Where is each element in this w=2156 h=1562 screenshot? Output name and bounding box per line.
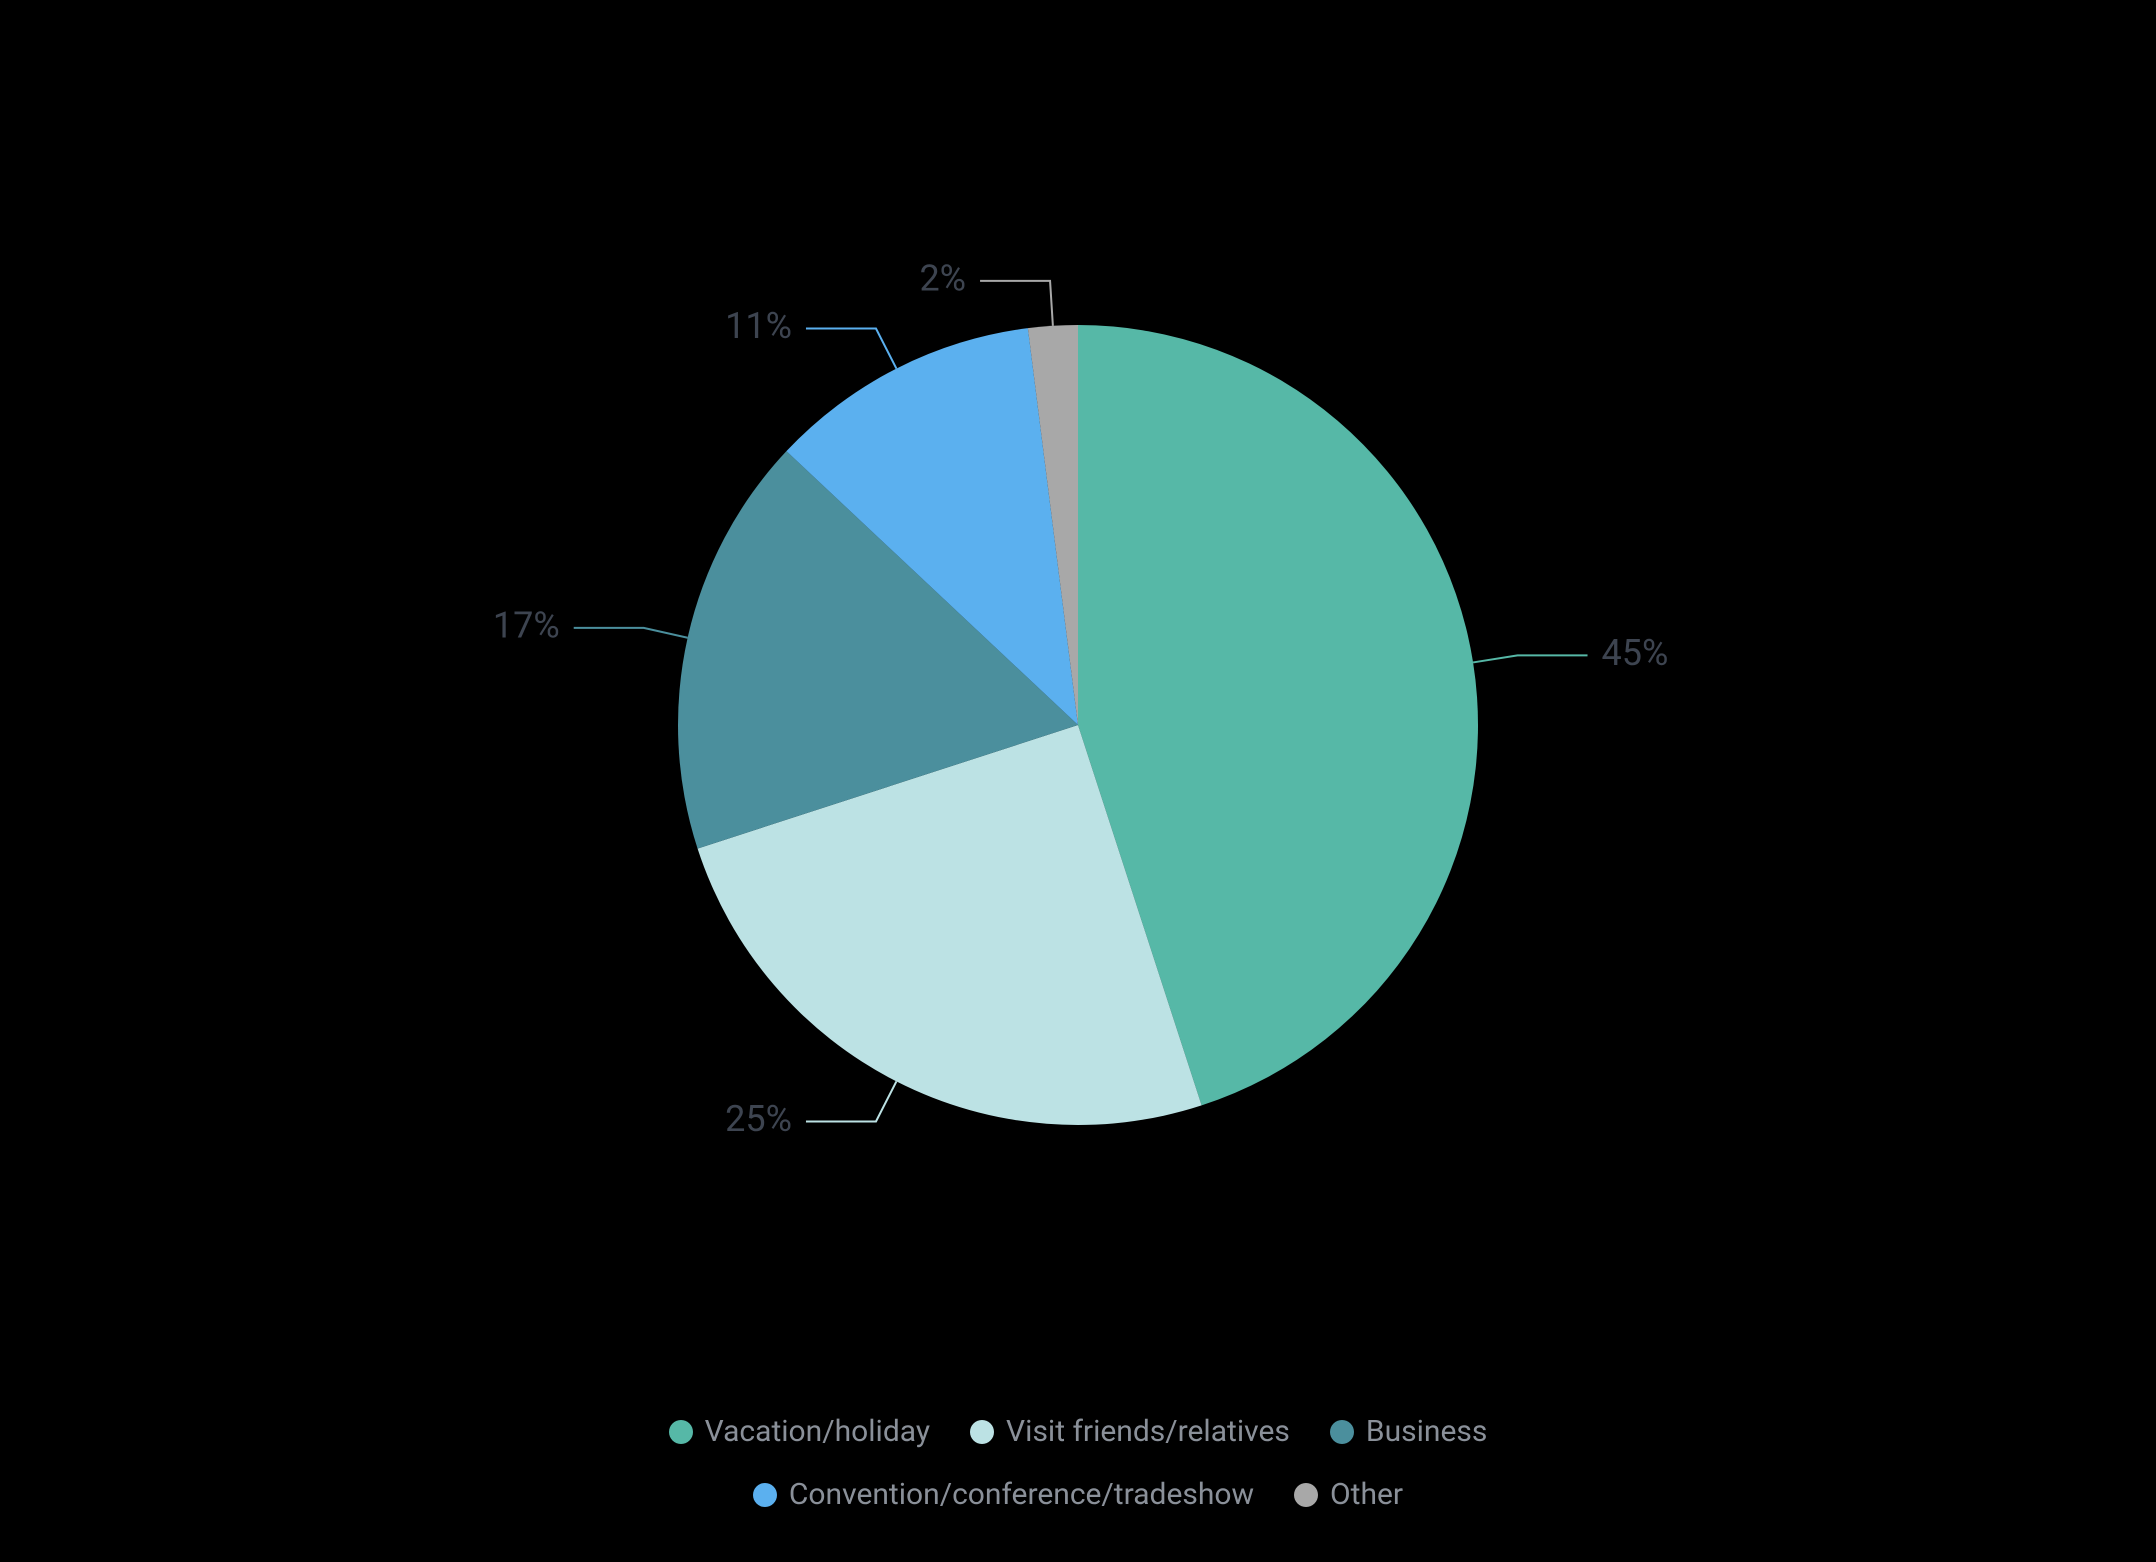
legend-label: Convention/conference/tradeshow <box>789 1477 1254 1512</box>
leader-line <box>806 1081 896 1121</box>
legend-swatch <box>753 1483 777 1507</box>
legend-swatch <box>1294 1483 1318 1507</box>
legend-item: Other <box>1294 1477 1403 1512</box>
slice-percent-label: 11% <box>725 305 792 347</box>
legend-label: Other <box>1330 1477 1403 1512</box>
leader-line <box>1473 655 1587 662</box>
legend-label: Visit friends/relatives <box>1006 1414 1290 1449</box>
leader-line <box>574 628 688 638</box>
legend-swatch <box>669 1420 693 1444</box>
pie-chart-container: 45% 25% 17% 11% 2% <box>378 165 1778 1265</box>
legend-swatch <box>970 1420 994 1444</box>
legend-item: Business <box>1330 1414 1487 1449</box>
legend-swatch <box>1330 1420 1354 1444</box>
legend-item: Convention/conference/tradeshow <box>753 1477 1254 1512</box>
legend-item: Visit friends/relatives <box>970 1414 1290 1449</box>
slice-percent-label: 17% <box>493 604 560 646</box>
slice-percent-label: 25% <box>725 1098 792 1140</box>
slice-percent-label: 2% <box>919 257 966 299</box>
pie-chart-svg: 45% 25% 17% 11% 2% <box>378 165 1778 1265</box>
slice-percent-label: 45% <box>1602 632 1669 674</box>
legend-label: Business <box>1366 1414 1487 1449</box>
legend-item: Vacation/holiday <box>669 1414 930 1449</box>
leader-line <box>806 329 896 369</box>
chart-legend: Vacation/holiday Visit friends/relatives B… <box>478 1414 1678 1512</box>
leader-line <box>980 281 1053 326</box>
legend-label: Vacation/holiday <box>705 1414 930 1449</box>
